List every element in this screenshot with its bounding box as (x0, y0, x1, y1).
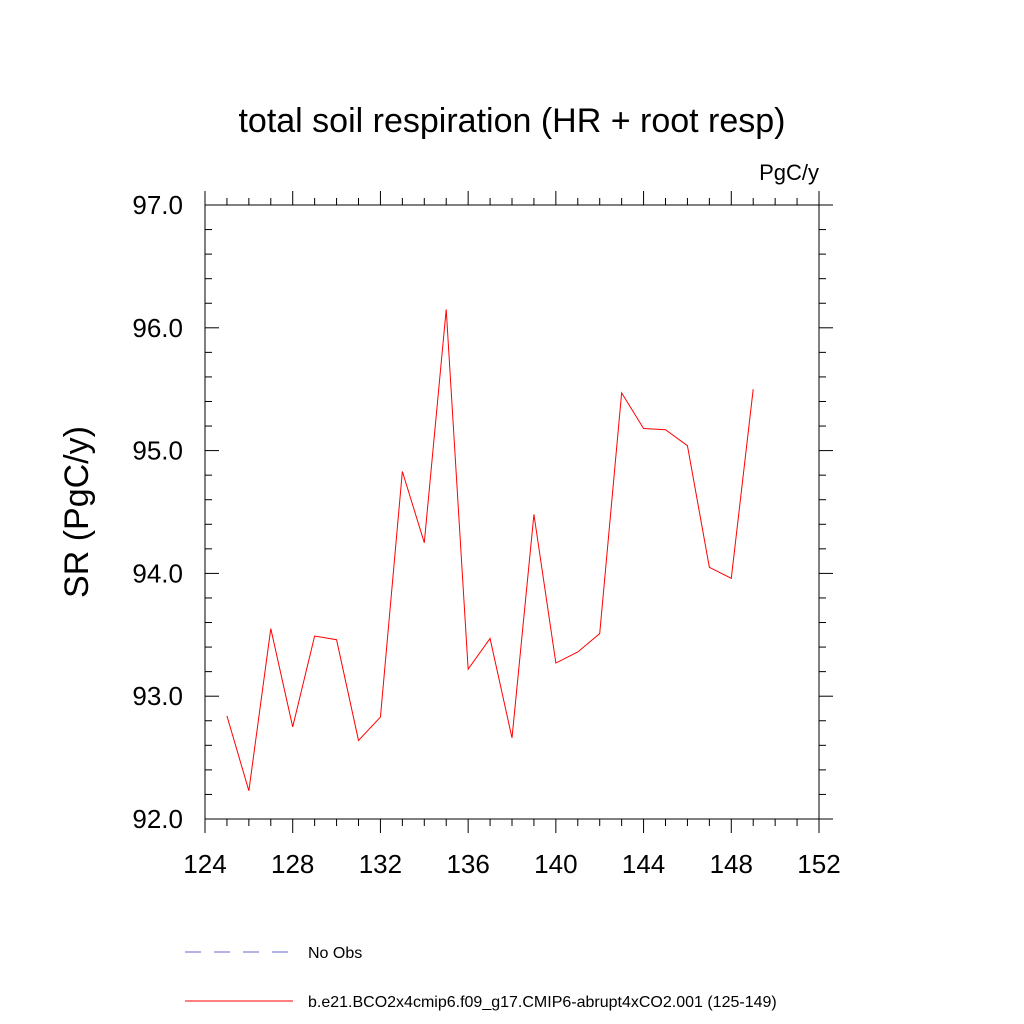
x-tick-label: 148 (710, 849, 753, 879)
y-tick-label: 94.0 (132, 558, 183, 588)
y-tick-label: 95.0 (132, 436, 183, 466)
y-tick-label: 96.0 (132, 313, 183, 343)
legend: No Obs b.e21.BCO2x4cmip6.f09_g17.CMIP6-ab… (185, 945, 777, 1011)
y-tick-label: 93.0 (132, 681, 183, 711)
chart-title: total soil respiration (HR + root resp) (238, 102, 785, 140)
y-tick-label: 97.0 (132, 190, 183, 220)
x-tick-label: 152 (797, 849, 840, 879)
axis-tick-labels: 124 128 132 136 140 144 148 152 92.0 93.0 94.0 95.0… (132, 190, 840, 879)
x-tick-label: 140 (534, 849, 577, 879)
units-label: PgC/y (759, 160, 819, 185)
series-layer (226, 309, 754, 791)
x-tick-label: 128 (271, 849, 314, 879)
x-tick-label: 132 (359, 849, 402, 879)
y-tick-label: 92.0 (132, 804, 183, 834)
series-line (226, 309, 754, 791)
x-tick-label: 144 (622, 849, 665, 879)
y-axis-label: SR (PgC/y) (58, 426, 96, 598)
axis-ticks (204, 191, 833, 833)
x-tick-label: 136 (446, 849, 489, 879)
x-tick-label: 124 (183, 849, 226, 879)
plot-frame (204, 204, 820, 820)
legend-label: b.e21.BCO2x4cmip6.f09_g17.CMIP6-abrupt4x… (308, 994, 777, 1011)
legend-label: No Obs (308, 945, 362, 962)
